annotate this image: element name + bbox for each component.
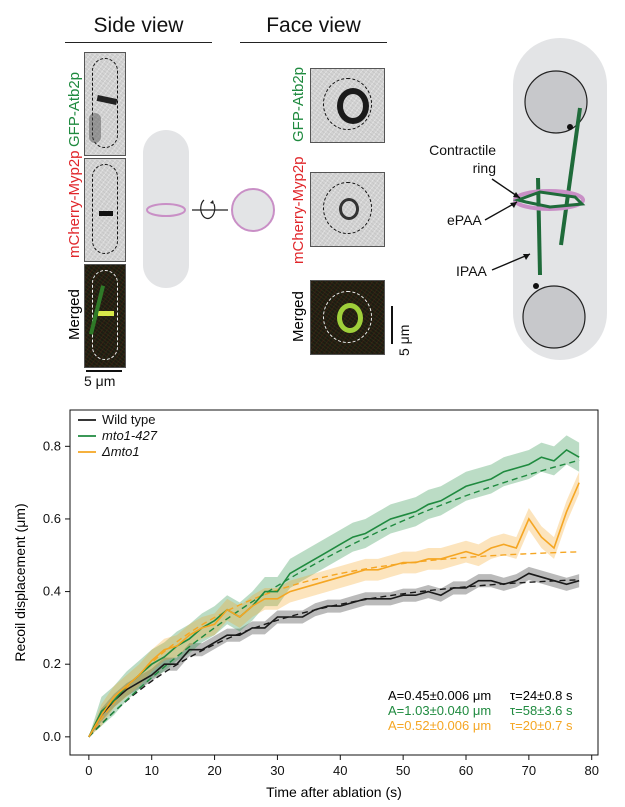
- side-view-title: Side view: [93, 14, 184, 37]
- series-line: [88, 572, 580, 738]
- fit-tau: τ=20±0.7 s: [510, 718, 573, 733]
- legend-label: Wild type: [102, 412, 155, 427]
- plot-frame: [69, 409, 599, 756]
- series-band: [88, 435, 580, 737]
- side-scale-bar: [86, 370, 122, 372]
- side-label-gfp: GFP-Atb2p: [66, 71, 83, 147]
- face-label-gfp: GFP-Atb2p: [290, 66, 307, 142]
- side-scale-label: 5 μm: [84, 373, 116, 389]
- x-axis-label: Time after ablation (s): [266, 784, 402, 800]
- side-panel-gfp: [84, 52, 126, 156]
- face-panel-merged: [310, 280, 385, 355]
- ipaa-pointer: [491, 253, 531, 271]
- x-tick-label: 60: [459, 763, 473, 778]
- y-axis-label: Recoil displacement (μm): [12, 503, 28, 661]
- side-panel-mcherry: [84, 158, 126, 262]
- top-nucleus: [524, 70, 588, 134]
- face-panel-gfp: [310, 68, 385, 143]
- legend-label: mto1-427: [102, 428, 158, 443]
- face-view-underline: [240, 42, 387, 43]
- side-panel-merged: [84, 264, 126, 368]
- fit-amplitude: A=0.52±0.006 μm: [388, 718, 491, 733]
- face-scale-bar: [391, 306, 393, 344]
- fit-curve: [88, 459, 580, 738]
- y-tick-label: 0.4: [43, 584, 61, 599]
- fit-amplitude: A=1.03±0.040 μm: [388, 703, 491, 718]
- side-label-merged: Merged: [66, 289, 83, 340]
- epaa-bundle: [512, 190, 586, 209]
- face-label-merged: Merged: [290, 291, 307, 342]
- series-line: [88, 482, 580, 738]
- fit-amplitude: A=0.45±0.006 μm: [388, 688, 491, 703]
- x-tick-label: 10: [144, 763, 158, 778]
- label-epaa: ePAA: [447, 212, 482, 228]
- side-ring: [146, 203, 186, 217]
- side-view-underline: [65, 42, 212, 43]
- label-contractile-ring: Contractile ring: [429, 142, 496, 176]
- series-line: [88, 448, 580, 738]
- face-panel-mcherry: [310, 172, 385, 247]
- fit-curve: [88, 551, 580, 738]
- x-tick-label: 30: [270, 763, 284, 778]
- rotation-arrow-icon: [200, 199, 216, 220]
- face-view-title: Face view: [266, 14, 361, 37]
- y-tick-label: 0.0: [43, 729, 61, 744]
- recoil-chart: 0 10 20 30 40 50 60 70 80 0.0 0.2 0.4 0.6 0.8 Time af…: [12, 409, 599, 800]
- y-tick-label: 0.8: [43, 438, 61, 453]
- x-tick-label: 20: [207, 763, 221, 778]
- fit-tau: τ=24±0.8 s: [510, 688, 573, 703]
- face-cell: [231, 188, 275, 232]
- x-tick-label: 80: [584, 763, 598, 778]
- x-tick-label: 50: [396, 763, 410, 778]
- face-label-mcherry: mCherry-Myp2p: [290, 156, 307, 264]
- microtubule-1: [559, 107, 582, 246]
- bottom-nucleus: [522, 285, 586, 349]
- cell-rotation-schematic: [143, 130, 275, 288]
- rod-cell: [143, 130, 189, 288]
- x-tick-label: 40: [333, 763, 347, 778]
- y-tick-label: 0.6: [43, 511, 61, 526]
- y-tick-label: 0.2: [43, 656, 61, 671]
- fit-tau: τ=58±3.6 s: [510, 703, 573, 718]
- label-ipaa: IPAA: [456, 263, 487, 279]
- x-tick-label: 0: [85, 763, 92, 778]
- ring-schematic: [484, 38, 607, 360]
- x-tick-label: 70: [522, 763, 536, 778]
- side-label-mcherry: mCherry-Myp2p: [66, 150, 83, 258]
- legend-label: Δmto1: [101, 444, 140, 459]
